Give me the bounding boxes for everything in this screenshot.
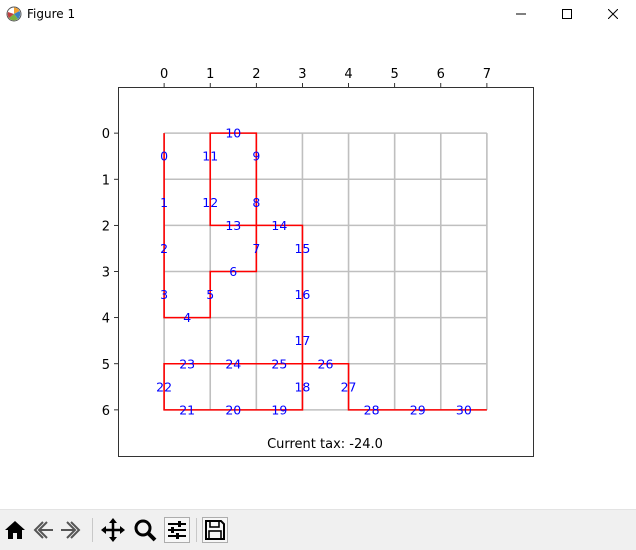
y-tick-label: 4 <box>102 312 110 327</box>
maximize-icon <box>562 9 572 19</box>
x-tick-label: 2 <box>252 67 260 82</box>
node-label: 21 <box>179 402 195 417</box>
title-bar: Figure 1 <box>0 0 636 28</box>
close-button[interactable] <box>590 0 636 28</box>
minimize-icon <box>516 13 526 15</box>
y-tick-label: 3 <box>102 266 110 281</box>
minimize-button[interactable] <box>498 0 544 28</box>
node-label: 2 <box>160 241 168 256</box>
node-label: 12 <box>202 195 218 210</box>
node-label: 30 <box>456 402 472 417</box>
node-label: 11 <box>202 149 218 164</box>
floppy-disk-icon <box>205 520 225 540</box>
node-label: 13 <box>225 218 241 233</box>
node-label: 28 <box>364 402 380 417</box>
y-tick-label: 6 <box>102 404 110 419</box>
x-tick-label: 1 <box>206 67 214 82</box>
node-label: 1 <box>160 195 168 210</box>
window-title: Figure 1 <box>27 7 76 21</box>
node-label: 8 <box>252 195 260 210</box>
forward-arrow-icon <box>61 521 81 539</box>
node-label: 27 <box>341 379 357 394</box>
node-label: 5 <box>206 287 214 302</box>
home-button[interactable] <box>2 517 28 543</box>
close-icon <box>608 9 618 19</box>
node-label: 10 <box>225 126 241 141</box>
node-label: 25 <box>271 356 287 371</box>
node-label: 3 <box>160 287 168 302</box>
configure-subplots-button[interactable] <box>164 517 190 543</box>
node-label: 16 <box>294 287 310 302</box>
node-label: 20 <box>225 402 241 417</box>
node-label: 0 <box>160 149 168 164</box>
x-tick-label: 7 <box>483 67 491 82</box>
pan-button[interactable] <box>100 517 126 543</box>
navigation-toolbar <box>0 509 636 550</box>
x-tick-label: 5 <box>391 67 399 82</box>
sliders-icon <box>168 521 186 539</box>
node-label: 22 <box>156 379 172 394</box>
toolbar-separator <box>92 518 93 542</box>
node-label: 4 <box>183 310 191 325</box>
node-label: 9 <box>252 149 260 164</box>
node-label: 19 <box>271 402 287 417</box>
matplotlib-logo-icon <box>6 6 22 22</box>
node-label: 29 <box>410 402 426 417</box>
y-tick-label: 1 <box>102 173 110 188</box>
axes-frame <box>118 87 534 457</box>
x-tick-label: 4 <box>344 67 352 82</box>
x-tick-label: 3 <box>298 67 306 82</box>
node-label: 17 <box>294 333 310 348</box>
magnifier-icon <box>134 519 157 542</box>
figure-canvas[interactable]: 0 1 2 3 4 5 6 7 0 1 2 3 4 5 6 0 1 2 3 4 5 6 7 8 9 10 11 12 13 14 15 16 1… <box>0 28 636 509</box>
y-tick-label: 2 <box>102 219 110 234</box>
node-label: 7 <box>252 241 260 256</box>
maximize-button[interactable] <box>544 0 590 28</box>
forward-button[interactable] <box>58 517 84 543</box>
pan-arrows-icon <box>101 518 125 542</box>
route-path-line <box>163 132 487 411</box>
y-tick-label: 5 <box>102 358 110 373</box>
node-label: 15 <box>294 241 310 256</box>
node-label: 24 <box>225 356 241 371</box>
node-label: 18 <box>294 379 310 394</box>
zoom-button[interactable] <box>132 517 158 543</box>
y-tick-label: 0 <box>102 127 110 142</box>
x-tick-label: 6 <box>437 67 445 82</box>
x-tick-label: 0 <box>160 67 168 82</box>
toolbar-separator <box>196 518 197 542</box>
home-icon <box>5 521 25 539</box>
node-label: 6 <box>229 264 237 279</box>
node-label: 26 <box>318 356 334 371</box>
current-tax-text: Current tax: -24.0 <box>267 437 383 452</box>
back-button[interactable] <box>30 517 56 543</box>
back-arrow-icon <box>33 521 53 539</box>
node-label: 23 <box>179 356 195 371</box>
save-button[interactable] <box>202 517 228 543</box>
node-label: 14 <box>271 218 287 233</box>
